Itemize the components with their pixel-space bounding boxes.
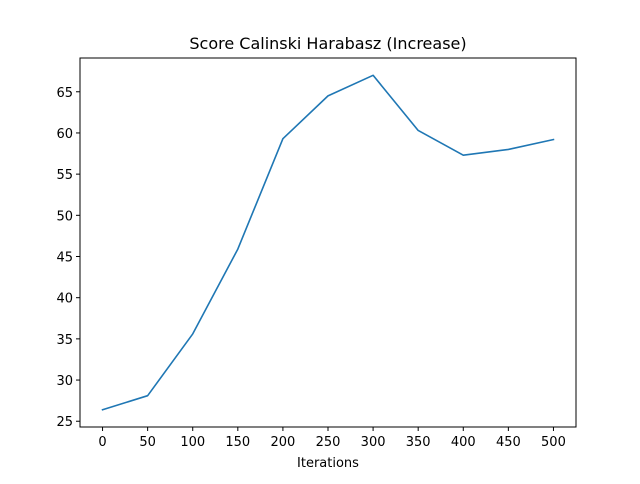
x-tick-label: 150 [225, 435, 250, 450]
y-tick-label: 60 [56, 127, 73, 142]
x-tick-label: 500 [541, 435, 566, 450]
y-tick-label: 50 [56, 209, 73, 224]
y-tick-label: 35 [56, 333, 73, 348]
x-tick-label: 300 [361, 435, 386, 450]
chart-title: Score Calinski Harabasz (Increase) [189, 34, 466, 53]
x-tick-label: 400 [451, 435, 476, 450]
x-axis-label: Iterations [297, 456, 359, 471]
y-tick-label: 25 [56, 415, 73, 430]
x-tick-label: 200 [270, 435, 295, 450]
x-tick-label: 0 [98, 435, 106, 450]
x-tick-label: 50 [139, 435, 156, 450]
y-tick-label: 55 [56, 168, 73, 183]
y-tick-label: 30 [56, 374, 73, 389]
y-tick-label: 45 [56, 251, 73, 266]
x-tick-label: 450 [496, 435, 521, 450]
x-tick-label: 100 [180, 435, 205, 450]
x-tick-label: 350 [406, 435, 431, 450]
x-tick-label: 250 [316, 435, 341, 450]
y-tick-label: 65 [56, 86, 73, 101]
y-tick-label: 40 [56, 292, 73, 307]
